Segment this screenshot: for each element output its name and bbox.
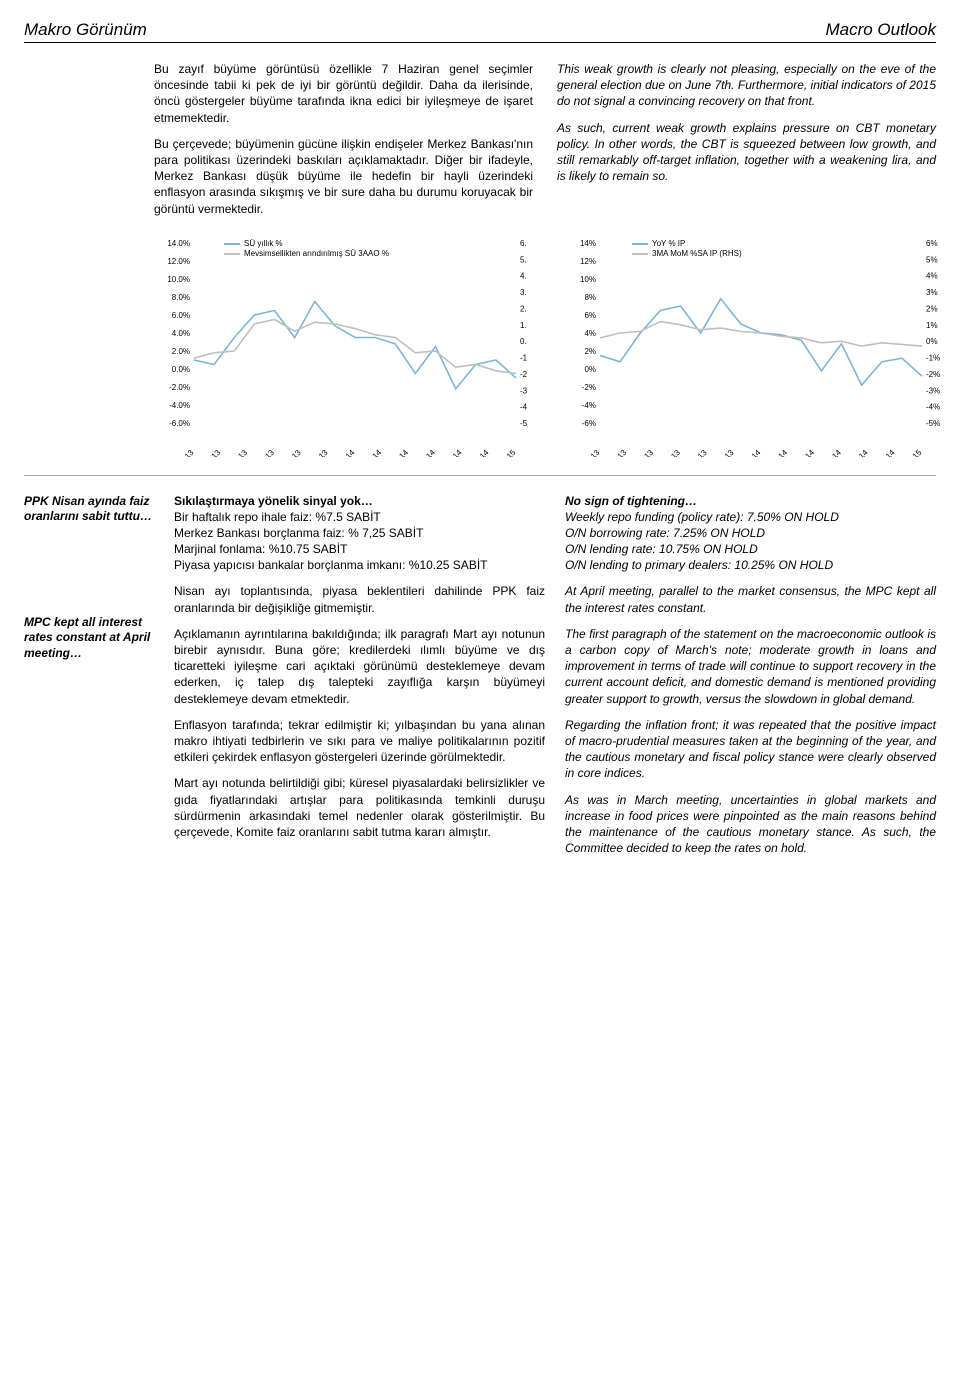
right-rates-block: Weekly repo funding (policy rate): 7.50%… (565, 509, 936, 574)
svg-text:Eyl 13: Eyl 13 (281, 447, 303, 456)
chart-ip: YoY % IP 3MA MoM %SA IP (RHS) 14% 12% 10% 8… (560, 237, 950, 457)
svg-text:2%: 2% (926, 304, 938, 313)
svg-text:May 14: May 14 (385, 447, 410, 456)
svg-text:Mar 14: Mar 14 (359, 447, 383, 456)
svg-text:10%: 10% (580, 275, 596, 284)
svg-text:3%: 3% (926, 288, 938, 297)
chart-su: SÜ yıllık % Mevsimsellikten arındırılmış… (154, 237, 544, 457)
intro-para-en-1: This weak growth is clearly not pleasing… (557, 61, 936, 110)
svg-text:Mar-13: Mar-13 (604, 447, 629, 456)
svg-text:14%: 14% (580, 239, 596, 248)
svg-text:May-14: May-14 (791, 447, 817, 456)
intro-para-en-2: As such, current weak growth explains pr… (557, 120, 936, 185)
svg-text:5.: 5. (520, 255, 527, 264)
svg-text:-4%: -4% (582, 401, 596, 410)
svg-text:Tem 14: Tem 14 (412, 447, 437, 456)
svg-text:2.0%: 2.0% (172, 347, 190, 356)
svg-text:Sep-13: Sep-13 (684, 447, 709, 456)
svg-text:6.0%: 6.0% (172, 311, 190, 320)
svg-text:-2.0%: -2.0% (169, 383, 190, 392)
svg-text:8.0%: 8.0% (172, 293, 190, 302)
svg-text:-5%: -5% (926, 419, 940, 428)
mid-para-4: Mart ayı notunda belirtildiği gibi; küre… (174, 775, 545, 840)
svg-text:-5: -5 (520, 419, 528, 428)
svg-text:Oca 13: Oca 13 (171, 447, 196, 456)
svg-text:0.0%: 0.0% (172, 365, 190, 374)
svg-text:Mar-14: Mar-14 (765, 447, 790, 456)
right-para-3: Regarding the inflation front; it was re… (565, 717, 936, 782)
svg-text:Nov-14: Nov-14 (872, 447, 897, 456)
svg-text:4%: 4% (584, 329, 596, 338)
svg-text:Jan-14: Jan-14 (739, 447, 763, 456)
page-title-left: Makro Görünüm (24, 20, 147, 40)
mid-rates-block: Bir haftalık repo ihale faiz: %7.5 SABİT… (174, 509, 545, 574)
svg-text:-6.0%: -6.0% (169, 419, 190, 428)
svg-text:-6%: -6% (582, 419, 596, 428)
svg-text:2.: 2. (520, 304, 527, 313)
svg-text:4.: 4. (520, 271, 527, 280)
svg-text:0%: 0% (584, 365, 596, 374)
mid-para-3: Enflasyon tarafında; tekrar edilmiştir k… (174, 717, 545, 766)
svg-text:4.0%: 4.0% (172, 329, 190, 338)
svg-text:6%: 6% (584, 311, 596, 320)
svg-text:May 13: May 13 (224, 447, 249, 456)
svg-text:Kas 13: Kas 13 (306, 447, 330, 456)
page-title-right: Macro Outlook (825, 20, 936, 40)
svg-text:5%: 5% (926, 255, 938, 264)
svg-text:0.: 0. (520, 337, 527, 346)
mid-para-1: Nisan ayı toplantısında, piyasa beklenti… (174, 583, 545, 615)
svg-text:Eyl 14: Eyl 14 (442, 447, 464, 456)
svg-text:Mar 13: Mar 13 (198, 447, 222, 456)
svg-text:-2: -2 (520, 370, 528, 379)
chart-ip-legend: YoY % IP 3MA MoM %SA IP (RHS) (632, 239, 742, 260)
intro-para-tr-1: Bu zayıf büyüme görüntüsü özellikle 7 Ha… (154, 61, 533, 126)
right-para-1: At April meeting, parallel to the market… (565, 583, 936, 615)
svg-text:4%: 4% (926, 271, 938, 280)
right-para-2: The first paragraph of the statement on … (565, 626, 936, 707)
svg-text:-1: -1 (520, 353, 528, 362)
svg-text:8%: 8% (584, 293, 596, 302)
sidebar-heading-en: MPC kept all interest rates constant at … (24, 615, 154, 662)
svg-text:Jan-15: Jan-15 (900, 447, 924, 456)
right-para-4: As was in March meeting, uncertainties i… (565, 792, 936, 857)
section-divider (24, 475, 936, 476)
svg-text:Jul-13: Jul-13 (660, 447, 682, 456)
mid-para-2: Açıklamanın ayrıntılarına bakıldığında; … (174, 626, 545, 707)
svg-text:Tem 13: Tem 13 (251, 447, 276, 456)
svg-text:Nov-13: Nov-13 (711, 447, 736, 456)
svg-text:-1%: -1% (926, 353, 940, 362)
svg-text:12%: 12% (580, 257, 596, 266)
svg-text:6%: 6% (926, 239, 938, 248)
svg-text:6.: 6. (520, 239, 527, 248)
svg-text:1.: 1. (520, 321, 527, 330)
svg-text:-2%: -2% (926, 370, 940, 379)
chart-su-legend: SÜ yıllık % Mevsimsellikten arındırılmış… (224, 239, 389, 260)
svg-text:14.0%: 14.0% (167, 239, 190, 248)
svg-text:2%: 2% (584, 347, 596, 356)
svg-text:-2%: -2% (582, 383, 596, 392)
svg-text:-4%: -4% (926, 402, 940, 411)
svg-text:Oca 15: Oca 15 (493, 447, 518, 456)
right-section-title: No sign of tightening… (565, 494, 936, 508)
mid-section-title: Sıkılaştırmaya yönelik sinyal yok… (174, 494, 545, 508)
svg-text:3.: 3. (520, 288, 527, 297)
svg-text:10.0%: 10.0% (167, 275, 190, 284)
svg-text:Sep-14: Sep-14 (845, 447, 870, 456)
svg-text:-4.0%: -4.0% (169, 401, 190, 410)
svg-text:Oca 14: Oca 14 (332, 447, 357, 456)
svg-text:Kas 14: Kas 14 (467, 447, 491, 456)
svg-text:-3: -3 (520, 386, 528, 395)
intro-para-tr-2: Bu çerçevede; büyümenin gücüne ilişkin e… (154, 136, 533, 217)
svg-text:0%: 0% (926, 337, 938, 346)
sidebar-heading-tr: PPK Nisan ayında faiz oranlarını sabit t… (24, 494, 154, 525)
svg-text:May-13: May-13 (630, 447, 656, 456)
svg-text:-4: -4 (520, 402, 528, 411)
svg-text:Jan-13: Jan-13 (578, 447, 602, 456)
svg-text:1%: 1% (926, 321, 938, 330)
svg-text:-3%: -3% (926, 386, 940, 395)
svg-text:Jul-14: Jul-14 (821, 447, 843, 456)
svg-text:12.0%: 12.0% (167, 257, 190, 266)
